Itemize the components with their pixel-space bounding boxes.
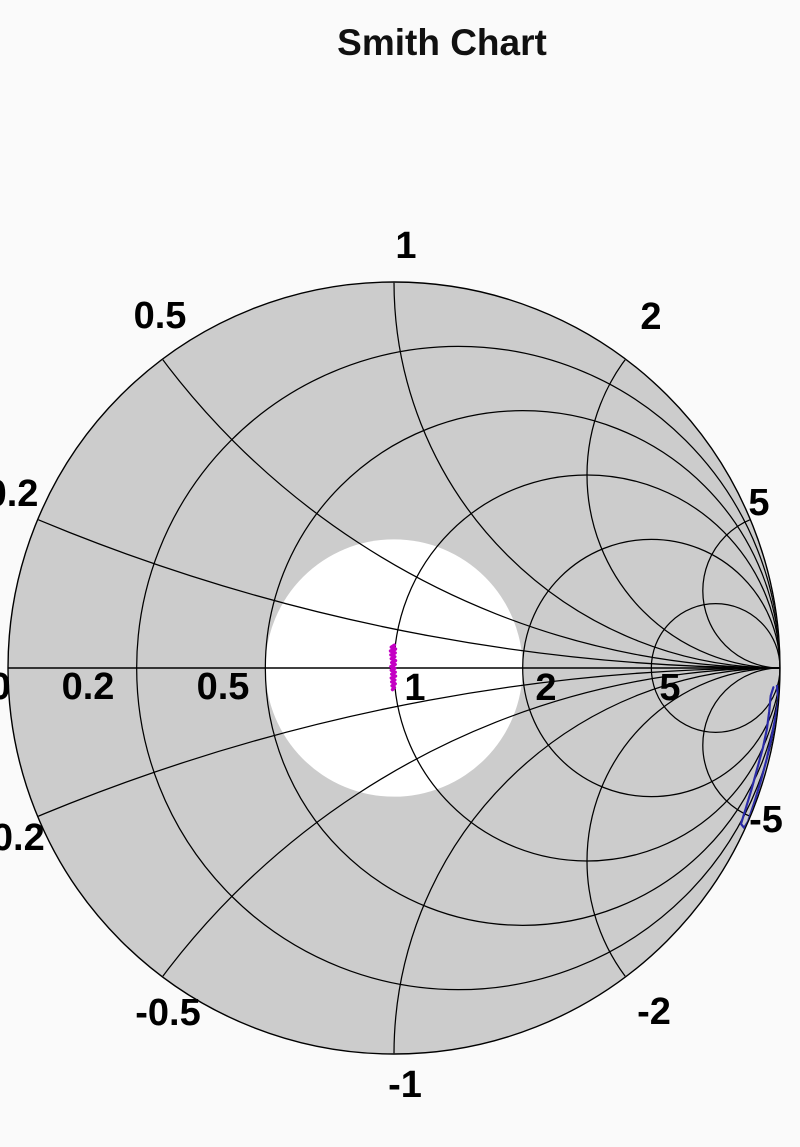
rim-tick-label--0.5: -0.5 xyxy=(135,992,200,1034)
rim-tick-label--5: -5 xyxy=(749,799,783,841)
chart-title: Smith Chart xyxy=(337,22,547,63)
axis-tick-label-5: 5 xyxy=(659,667,680,709)
rim-tick-label-0.2: 0.2 xyxy=(0,473,38,515)
rim-tick-label-2: 2 xyxy=(640,296,661,338)
axis-tick-label-0.5: 0.5 xyxy=(197,666,250,708)
reactance-arc--5 xyxy=(702,667,780,824)
rim-tick-label--2: -2 xyxy=(637,991,671,1033)
rim-tick-label--1: -1 xyxy=(388,1064,422,1106)
axis-tick-label-0.2: 0.2 xyxy=(62,666,115,708)
center-trace xyxy=(388,643,398,692)
axis-tick-label-2: 2 xyxy=(535,667,556,709)
rim-tick-label-0.5: 0.5 xyxy=(134,295,187,337)
axis-tick-label-0: 0 xyxy=(0,666,11,708)
rim-tick-label-1: 1 xyxy=(395,225,416,267)
traces xyxy=(388,643,780,829)
reactance-arc-5 xyxy=(702,512,780,669)
rim-tick-label--0.2: -0.2 xyxy=(0,817,45,859)
axis-tick-label-1: 1 xyxy=(404,667,425,709)
rim-tick-label-5: 5 xyxy=(748,482,769,524)
rim-trace xyxy=(739,684,780,829)
